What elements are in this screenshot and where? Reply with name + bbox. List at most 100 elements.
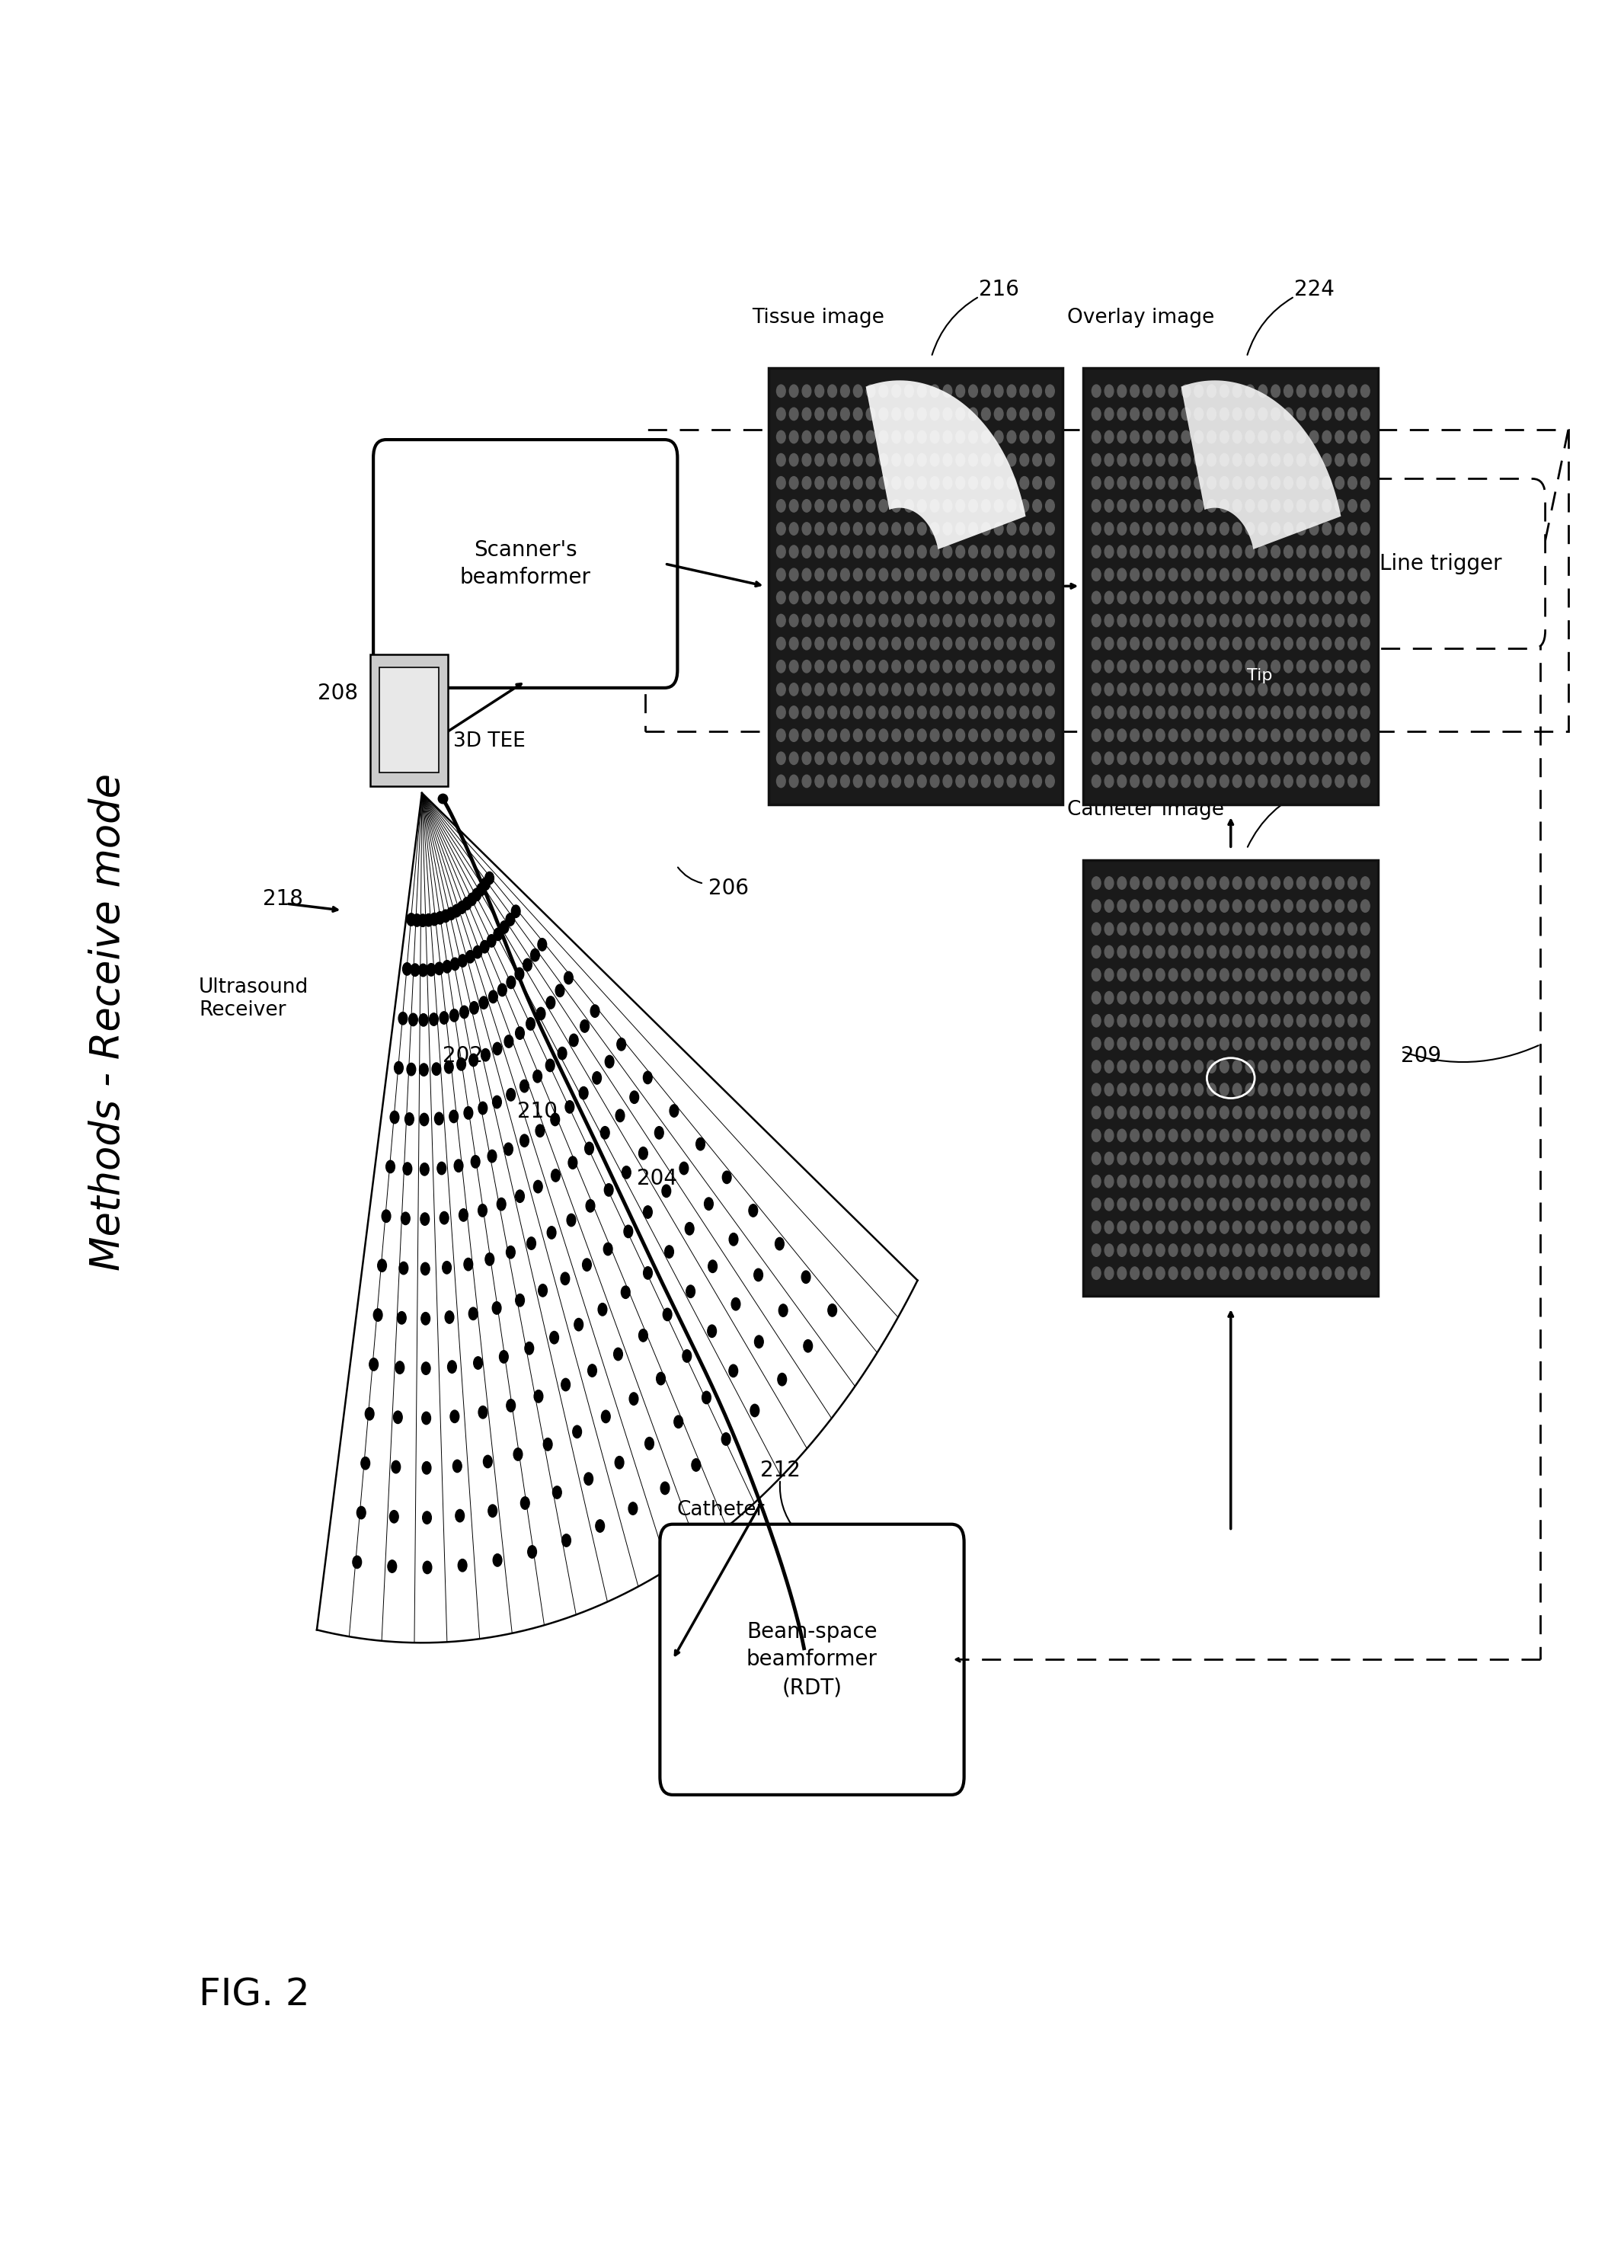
Circle shape	[853, 637, 862, 649]
Circle shape	[1156, 1107, 1164, 1118]
Circle shape	[1194, 1152, 1203, 1166]
Circle shape	[841, 753, 849, 764]
Circle shape	[1348, 1061, 1358, 1073]
Circle shape	[905, 544, 914, 558]
Circle shape	[994, 660, 1004, 674]
Circle shape	[1335, 1014, 1345, 1027]
Circle shape	[1130, 476, 1138, 490]
Circle shape	[1335, 1243, 1345, 1256]
Circle shape	[1296, 1107, 1306, 1118]
Circle shape	[905, 592, 914, 603]
Circle shape	[403, 962, 411, 975]
Circle shape	[409, 1014, 417, 1025]
Circle shape	[1361, 991, 1369, 1005]
Circle shape	[1156, 1220, 1164, 1234]
Circle shape	[918, 569, 926, 581]
Circle shape	[1335, 1036, 1345, 1050]
Circle shape	[1361, 1268, 1369, 1279]
Circle shape	[1169, 728, 1177, 742]
Circle shape	[1207, 728, 1216, 742]
Circle shape	[708, 1261, 718, 1272]
Circle shape	[1033, 569, 1041, 581]
Bar	[1083, 367, 1379, 805]
Circle shape	[1361, 408, 1369, 420]
Circle shape	[944, 454, 952, 467]
Circle shape	[1169, 1152, 1177, 1166]
Circle shape	[841, 544, 849, 558]
Circle shape	[866, 499, 875, 513]
Circle shape	[1156, 569, 1164, 581]
Circle shape	[1020, 522, 1030, 535]
Circle shape	[905, 454, 914, 467]
Circle shape	[1220, 991, 1229, 1005]
Circle shape	[1117, 1220, 1127, 1234]
Circle shape	[1194, 522, 1203, 535]
Circle shape	[458, 955, 468, 966]
Circle shape	[445, 1311, 453, 1325]
Circle shape	[598, 1304, 607, 1315]
Circle shape	[1194, 1129, 1203, 1141]
Circle shape	[1309, 776, 1319, 787]
Circle shape	[1091, 637, 1101, 649]
Circle shape	[1361, 386, 1369, 397]
Circle shape	[789, 683, 799, 696]
Circle shape	[624, 1225, 633, 1238]
Circle shape	[435, 1111, 443, 1125]
Circle shape	[994, 753, 1004, 764]
Text: Tip: Tip	[1247, 669, 1272, 683]
Circle shape	[1259, 569, 1267, 581]
Circle shape	[1296, 660, 1306, 674]
Circle shape	[1091, 900, 1101, 912]
Circle shape	[1322, 1152, 1332, 1166]
Circle shape	[853, 476, 862, 490]
Circle shape	[1285, 615, 1293, 626]
Circle shape	[1182, 900, 1190, 912]
Circle shape	[1169, 753, 1177, 764]
Circle shape	[802, 683, 810, 696]
Circle shape	[1272, 522, 1280, 535]
Circle shape	[419, 914, 427, 928]
Circle shape	[674, 1415, 684, 1429]
Circle shape	[1246, 1198, 1254, 1211]
Circle shape	[1207, 878, 1216, 889]
Circle shape	[1296, 946, 1306, 957]
Circle shape	[981, 753, 991, 764]
Circle shape	[1233, 408, 1242, 420]
Circle shape	[520, 1080, 529, 1093]
Circle shape	[1335, 1175, 1345, 1188]
Circle shape	[1207, 660, 1216, 674]
Circle shape	[1335, 476, 1345, 490]
Circle shape	[1272, 1175, 1280, 1188]
Circle shape	[1272, 1129, 1280, 1141]
Circle shape	[1156, 615, 1164, 626]
Circle shape	[1156, 1061, 1164, 1073]
Circle shape	[1348, 923, 1358, 934]
Circle shape	[1220, 1268, 1229, 1279]
Circle shape	[692, 1458, 700, 1472]
Circle shape	[1220, 968, 1229, 982]
Circle shape	[643, 1268, 653, 1279]
Circle shape	[1143, 454, 1151, 467]
Circle shape	[1020, 705, 1030, 719]
Circle shape	[1272, 728, 1280, 742]
Circle shape	[1322, 1268, 1332, 1279]
Circle shape	[1309, 408, 1319, 420]
Circle shape	[1207, 776, 1216, 787]
Circle shape	[604, 1243, 612, 1254]
Circle shape	[357, 1506, 365, 1520]
Circle shape	[422, 1413, 430, 1424]
Circle shape	[565, 1100, 575, 1114]
Circle shape	[1246, 615, 1254, 626]
Circle shape	[1143, 1152, 1151, 1166]
Circle shape	[841, 660, 849, 674]
Circle shape	[1207, 1084, 1216, 1095]
Circle shape	[918, 522, 926, 535]
Circle shape	[1220, 544, 1229, 558]
Circle shape	[487, 934, 495, 948]
Circle shape	[1091, 544, 1101, 558]
Circle shape	[1117, 1084, 1127, 1095]
Text: 222: 222	[1311, 771, 1351, 792]
Circle shape	[1033, 522, 1041, 535]
Circle shape	[1220, 1243, 1229, 1256]
Circle shape	[879, 431, 888, 442]
